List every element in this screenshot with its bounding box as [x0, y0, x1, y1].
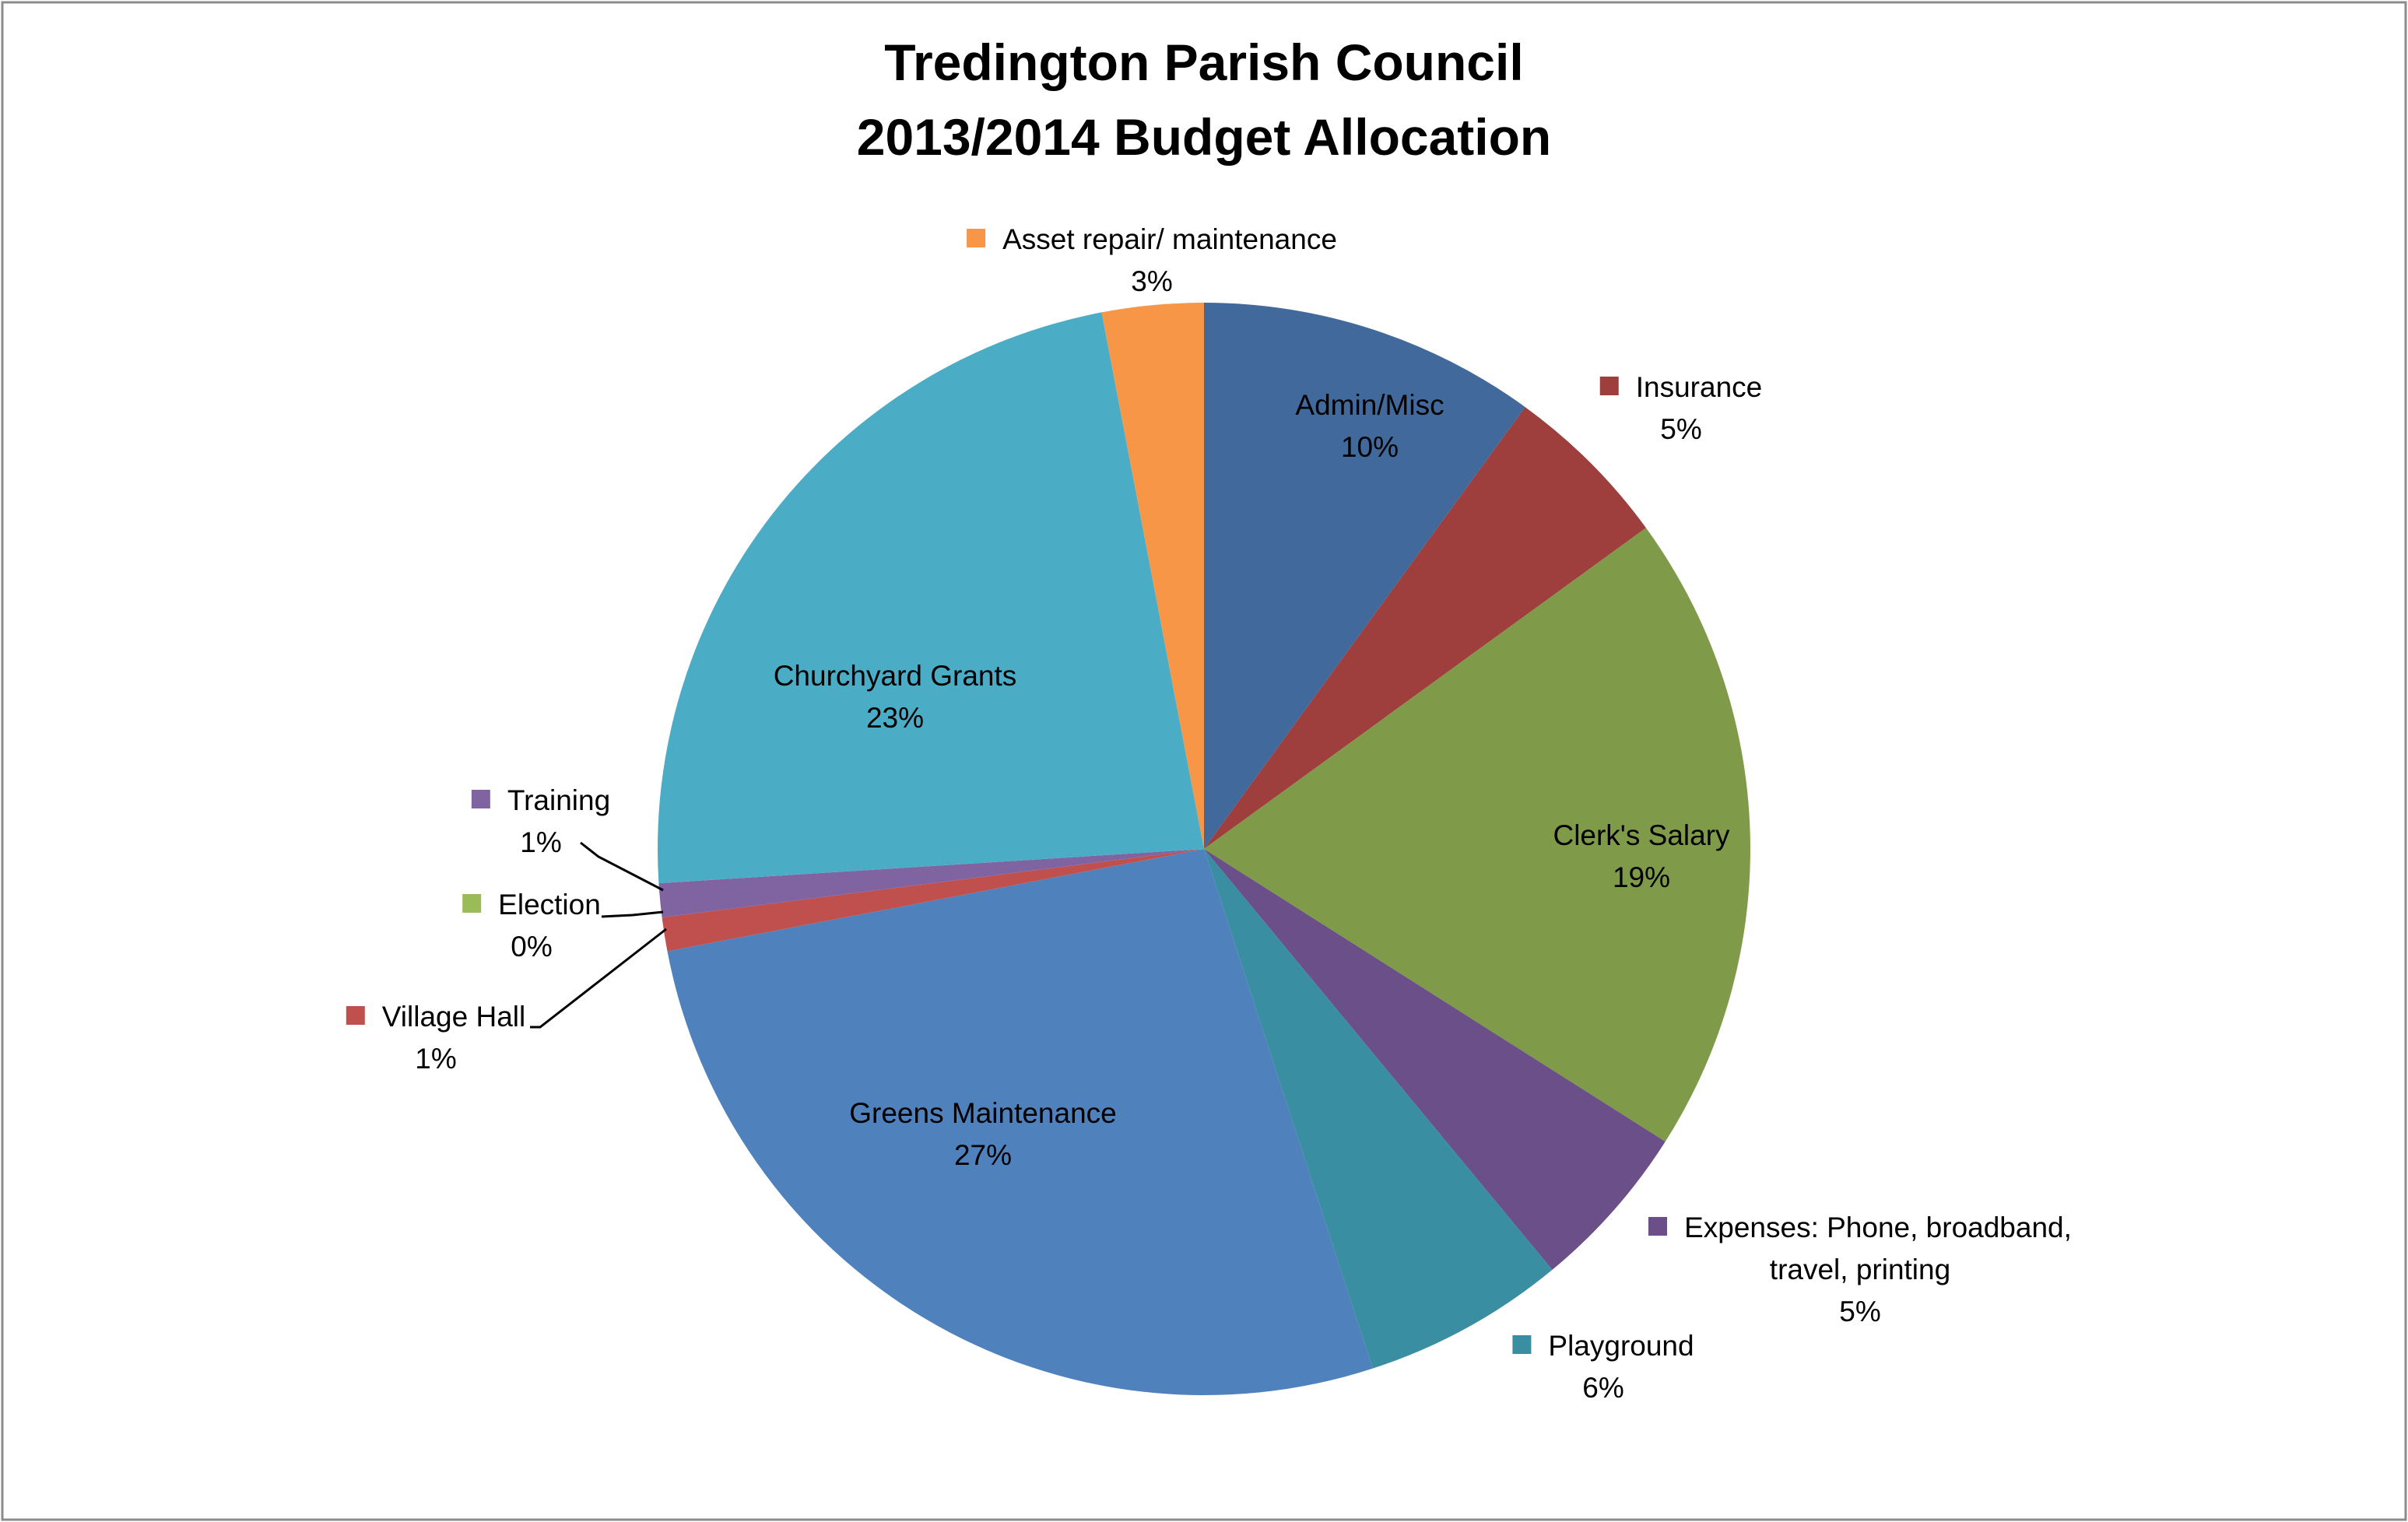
pie-slice: [1204, 303, 1525, 849]
legend-key: [1599, 377, 1619, 395]
label-line: Greens Maintenance: [849, 1092, 1116, 1134]
category-label: Village Hall: [381, 1001, 526, 1033]
category-label: Insurance: [1635, 371, 1763, 403]
leader-line: [580, 841, 664, 892]
value-label: 5%: [1839, 1296, 1881, 1327]
legend-key: [967, 229, 986, 247]
chart-title: 2013/2014 Budget Allocation: [856, 108, 1552, 166]
label-line: Training: [471, 780, 611, 822]
value-label: 6%: [1582, 1372, 1624, 1404]
legend-key: [462, 894, 482, 913]
label-line: Asset repair/ maintenance: [967, 219, 1337, 261]
data-label: Election 0%: [462, 884, 601, 968]
label-line: Churchyard Grants: [774, 655, 1017, 697]
pie-slice: [658, 849, 1204, 917]
label-line: Expenses: Phone, broadband, travel, prin…: [1642, 1207, 2078, 1291]
category-label: Greens Maintenance: [849, 1097, 1117, 1129]
data-label: Expenses: Phone, broadband, travel, prin…: [1642, 1207, 2078, 1333]
value-label: 10%: [1340, 431, 1399, 463]
label-line: Clerk's Salary: [1553, 815, 1729, 857]
leader-line: [601, 910, 664, 918]
data-label: Training 1%: [471, 780, 611, 864]
value-label: 27%: [953, 1139, 1013, 1171]
value-label: 1%: [415, 1043, 457, 1075]
value-label: 0%: [511, 931, 553, 963]
pie-slice: [1204, 849, 1553, 1369]
category-label: Playground: [1548, 1330, 1694, 1362]
label-line: Election: [462, 884, 601, 926]
category-label: Expenses: Phone, broadband, travel, prin…: [1684, 1212, 2072, 1285]
data-label: Admin/Misc 10%: [1295, 384, 1444, 468]
chart-title: Tredington Parish Council: [884, 33, 1524, 91]
category-label: Admin/Misc: [1295, 389, 1444, 421]
pie-slice: [662, 849, 1204, 952]
pie-slice: [1204, 849, 1666, 1270]
data-label: Insurance 5%: [1599, 366, 1763, 451]
category-label: Asset repair/ maintenance: [1002, 223, 1337, 255]
data-label: Asset repair/ maintenance 3%: [967, 219, 1337, 303]
leader-line: [530, 928, 667, 1029]
pie-slice: [658, 312, 1204, 884]
data-label: Churchyard Grants 23%: [774, 655, 1017, 739]
label-line: Playground: [1512, 1325, 1694, 1367]
category-label: Training: [507, 784, 611, 816]
pie: [658, 303, 1750, 1395]
label-line: Admin/Misc: [1295, 384, 1444, 426]
legend-key: [1648, 1217, 1668, 1236]
label-line: Insurance: [1599, 366, 1763, 409]
data-label: Village Hall 1%: [346, 996, 525, 1080]
data-label: Playground 6%: [1512, 1325, 1694, 1409]
label-line: Village Hall: [346, 996, 525, 1038]
pie-slice: [667, 849, 1373, 1395]
data-label: Clerk's Salary 19%: [1553, 815, 1729, 899]
pie-slice: [1204, 528, 1750, 1142]
value-label: 19%: [1612, 861, 1671, 893]
category-label: Election: [498, 889, 601, 921]
pie-slice: [1101, 303, 1204, 849]
data-label: Greens Maintenance 27%: [849, 1092, 1116, 1177]
value-label: 3%: [1131, 265, 1173, 297]
legend-key: [346, 1006, 365, 1025]
leader-lines: [530, 841, 667, 1029]
category-label: Clerk's Salary: [1553, 819, 1730, 851]
category-label: Churchyard Grants: [773, 660, 1017, 692]
legend-key: [1512, 1335, 1532, 1354]
value-label: 23%: [865, 702, 925, 734]
value-label: 1%: [520, 826, 562, 858]
pie-slice: [1204, 407, 1646, 849]
value-label: 5%: [1660, 413, 1702, 445]
legend-key: [471, 790, 490, 808]
